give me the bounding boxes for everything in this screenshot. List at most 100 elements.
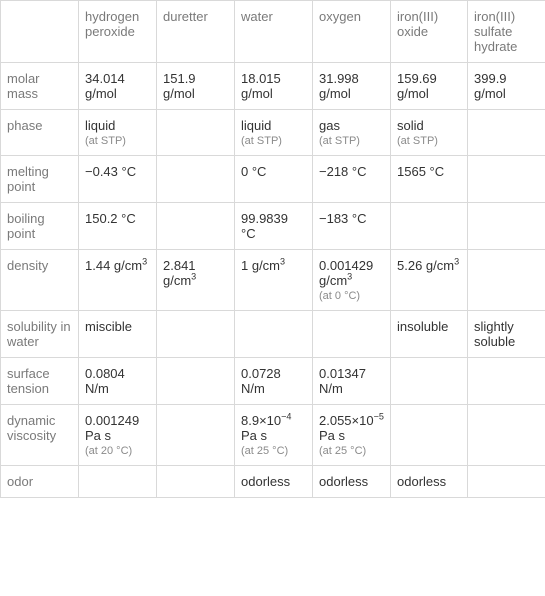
cell: 150.2 °C [79, 203, 157, 250]
value: solid [397, 118, 424, 133]
value: gas [319, 118, 340, 133]
cell: 0.001249 Pa s (at 20 °C) [79, 405, 157, 466]
cell: 2.841 g/cm3 [157, 250, 235, 311]
sub-note: (at STP) [319, 135, 384, 147]
value: 2.055×10 [319, 413, 374, 428]
cell: 0.0728 N/m [235, 358, 313, 405]
exponent: 3 [280, 257, 285, 267]
sub-note: (at STP) [397, 135, 461, 147]
cell: liquid (at STP) [235, 110, 313, 156]
corner-cell [1, 1, 79, 63]
row-surface-tension: surface tension 0.0804 N/m 0.0728 N/m 0.… [1, 358, 545, 405]
value: liquid [85, 118, 115, 133]
cell: solid (at STP) [391, 110, 468, 156]
cell [468, 358, 545, 405]
cell: −0.43 °C [79, 156, 157, 203]
exponent: 3 [142, 257, 147, 267]
row-header-molar-mass: molar mass [1, 63, 79, 110]
row-header-solubility: solubility in water [1, 311, 79, 358]
cell [157, 156, 235, 203]
row-header-melting-point: melting point [1, 156, 79, 203]
row-header-density: density [1, 250, 79, 311]
row-header-dynamic-viscosity: dynamic viscosity [1, 405, 79, 466]
cell [468, 156, 545, 203]
row-header-surface-tension: surface tension [1, 358, 79, 405]
row-melting-point: melting point −0.43 °C 0 °C −218 °C 1565… [1, 156, 545, 203]
cell: odorless [391, 466, 468, 498]
cell [391, 203, 468, 250]
value: Pa s [319, 428, 345, 443]
exponent: −5 [374, 412, 384, 422]
cell [235, 311, 313, 358]
row-header-boiling-point: boiling point [1, 203, 79, 250]
exponent: 3 [454, 257, 459, 267]
cell [157, 358, 235, 405]
row-header-phase: phase [1, 110, 79, 156]
cell: 0.01347 N/m [313, 358, 391, 405]
row-solubility: solubility in water miscible insoluble s… [1, 311, 545, 358]
sub-note: (at STP) [85, 135, 150, 147]
col-header-iron-sulfate: iron(III) sulfate hydrate [468, 1, 545, 63]
value: Pa s [241, 428, 267, 443]
cell [157, 110, 235, 156]
col-header-iron-oxide: iron(III) oxide [391, 1, 468, 63]
sub-note: (at 20 °C) [85, 445, 150, 457]
row-phase: phase liquid (at STP) liquid (at STP) gas (… [1, 110, 545, 156]
cell [468, 405, 545, 466]
cell: 0.001429 g/cm3(at 0 °C) [313, 250, 391, 311]
cell [468, 203, 545, 250]
cell [391, 358, 468, 405]
value: 5.26 g/cm [397, 258, 454, 273]
sub-note: (at 0 °C) [319, 290, 384, 302]
cell: 0 °C [235, 156, 313, 203]
row-odor: odor odorless odorless odorless [1, 466, 545, 498]
cell: −183 °C [313, 203, 391, 250]
value: 0.001249 Pa s [85, 413, 139, 443]
cell: 5.26 g/cm3 [391, 250, 468, 311]
cell: odorless [313, 466, 391, 498]
cell: 1565 °C [391, 156, 468, 203]
exponent: 3 [347, 272, 352, 282]
sub-note: (at STP) [241, 135, 306, 147]
col-header-water: water [235, 1, 313, 63]
cell: 159.69 g/mol [391, 63, 468, 110]
cell: 31.998 g/mol [313, 63, 391, 110]
cell: liquid (at STP) [79, 110, 157, 156]
row-boiling-point: boiling point 150.2 °C 99.9839 °C −183 °… [1, 203, 545, 250]
row-dynamic-viscosity: dynamic viscosity 0.001249 Pa s (at 20 °C… [1, 405, 545, 466]
cell: 18.015 g/mol [235, 63, 313, 110]
col-header-duretter: duretter [157, 1, 235, 63]
col-header-hydrogen-peroxide: hydrogen peroxide [79, 1, 157, 63]
cell [468, 110, 545, 156]
value: 1 g/cm [241, 258, 280, 273]
cell: 2.055×10−5 Pa s(at 25 °C) [313, 405, 391, 466]
cell: 1.44 g/cm3 [79, 250, 157, 311]
cell: odorless [235, 466, 313, 498]
cell: 99.9839 °C [235, 203, 313, 250]
cell [468, 250, 545, 311]
cell [79, 466, 157, 498]
header-row: hydrogen peroxide duretter water oxygen … [1, 1, 545, 63]
cell: 8.9×10−4 Pa s(at 25 °C) [235, 405, 313, 466]
value: 8.9×10 [241, 413, 281, 428]
value: liquid [241, 118, 271, 133]
properties-table: hydrogen peroxide duretter water oxygen … [0, 0, 545, 498]
cell [157, 203, 235, 250]
row-molar-mass: molar mass 34.014 g/mol 151.9 g/mol 18.0… [1, 63, 545, 110]
value: 1.44 g/cm [85, 258, 142, 273]
cell: insoluble [391, 311, 468, 358]
cell [391, 405, 468, 466]
cell [157, 405, 235, 466]
cell: 0.0804 N/m [79, 358, 157, 405]
cell: −218 °C [313, 156, 391, 203]
cell [157, 311, 235, 358]
cell [157, 466, 235, 498]
cell: 34.014 g/mol [79, 63, 157, 110]
col-header-oxygen: oxygen [313, 1, 391, 63]
cell [313, 311, 391, 358]
row-density: density 1.44 g/cm3 2.841 g/cm3 1 g/cm3 0… [1, 250, 545, 311]
cell: 399.9 g/mol [468, 63, 545, 110]
cell: gas (at STP) [313, 110, 391, 156]
exponent: −4 [281, 412, 291, 422]
exponent: 3 [191, 272, 196, 282]
